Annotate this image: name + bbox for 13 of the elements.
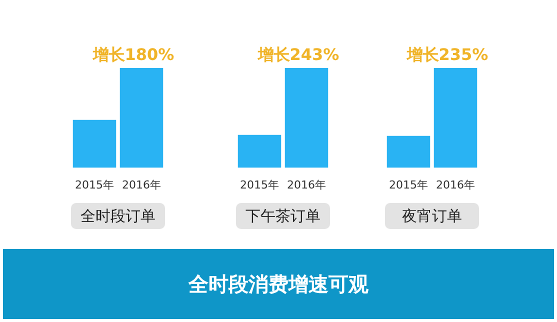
x-tick-label: 2016年 [122,178,161,192]
annotation: 增长180% [92,45,174,64]
annotation: 增长235% [406,45,488,64]
x-tick-label: 2015年 [389,178,428,192]
x-tick-label: 2015年 [240,178,279,192]
x-axis-title: 夜宵订单 [385,203,479,229]
x-tick-label: 2015年 [75,178,114,192]
text: 全时段消费增速可观 [188,270,368,298]
x-tick-label: 2016年 [436,178,475,192]
x-tick-label: 2016年 [287,178,326,192]
x-axis-title: 全时段订单 [71,203,165,229]
x-axis-title: 下午茶订单 [236,203,330,229]
annotation: 增长243% [256,45,340,64]
